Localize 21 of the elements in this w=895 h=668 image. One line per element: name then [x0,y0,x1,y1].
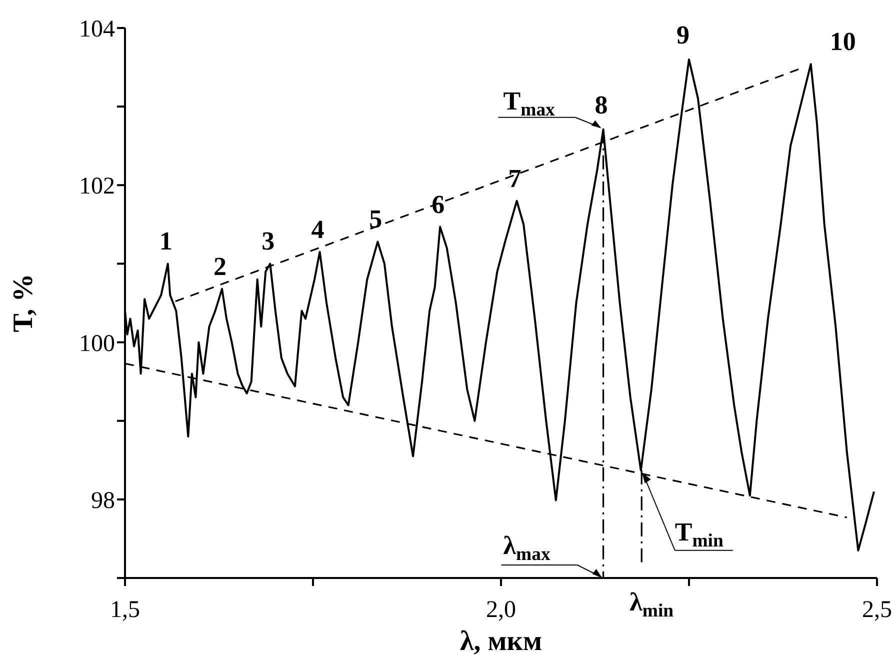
annotation: 1 [159,226,172,256]
annotation: λ$_{min}$ [630,587,674,621]
annotation: 8 [594,90,608,120]
annotation: 2 [214,252,227,281]
x-tick-label: 2,5 [862,597,892,624]
x-tick-label: 2,0 [486,597,516,624]
y-tick-label: 100 [79,330,115,357]
y-tick-label: 98 [91,488,115,514]
annotation: T$_{max}$ [503,86,556,120]
y-tick-label: 104 [79,16,115,43]
x-axis-title: λ, мкм [460,626,542,657]
annotation: 10 [830,27,856,56]
y-axis-title: T, % [8,274,39,332]
annotation: 3 [262,226,275,256]
annotation: T$_{min}$ [674,517,724,552]
x-tick-label: 1,5 [110,597,140,624]
annotation: 9 [676,20,690,50]
annotation: λ$_{max}$ [503,531,551,565]
annotation: 7 [508,164,522,193]
annotation: 4 [311,214,324,244]
y-tick-label: 102 [79,174,115,200]
